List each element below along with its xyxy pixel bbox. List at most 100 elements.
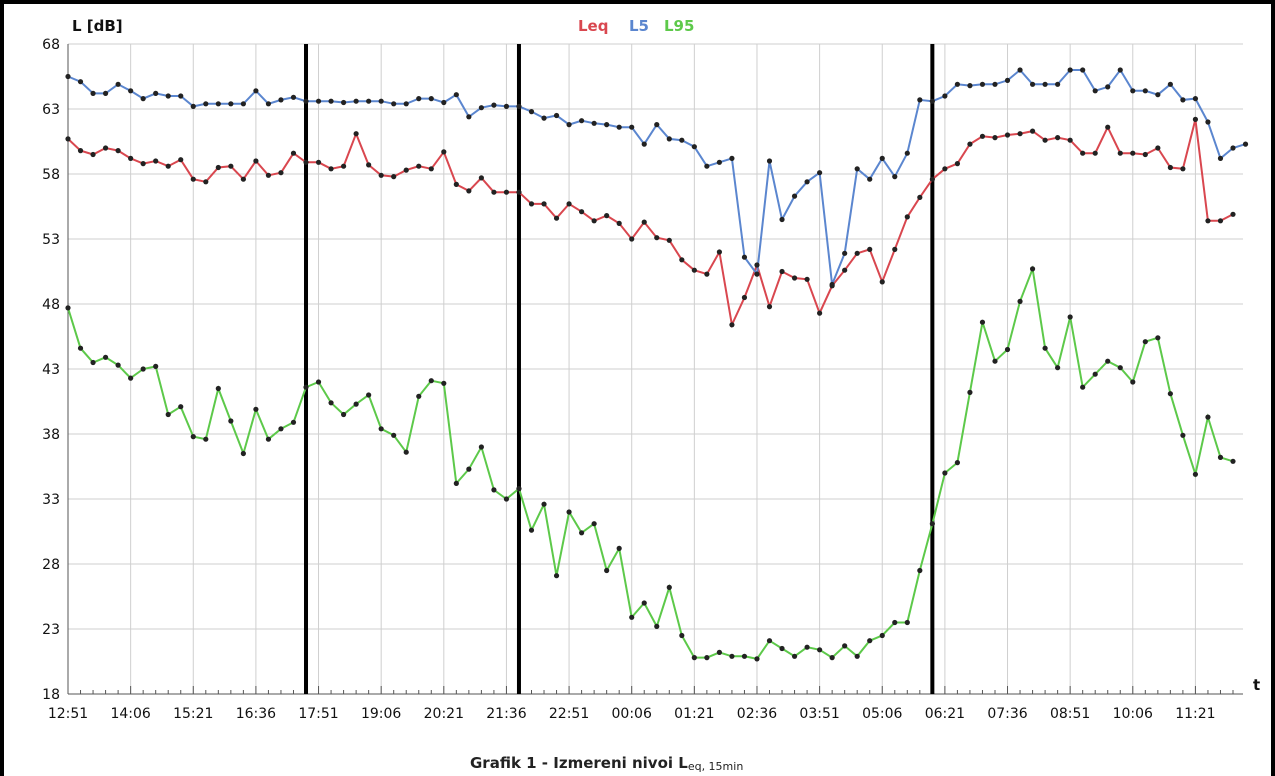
data-point-l5 <box>1118 67 1123 72</box>
data-point-leq <box>328 166 333 171</box>
data-point-leq <box>1042 138 1047 143</box>
data-point-leq <box>228 164 233 169</box>
data-point-l5 <box>341 100 346 105</box>
data-point-l5 <box>103 91 108 96</box>
data-point-l5 <box>1080 67 1085 72</box>
legend-l5: L5 <box>629 17 649 35</box>
grid <box>68 44 1243 694</box>
x-tick-label: 21:36 <box>486 706 526 722</box>
data-point-l5 <box>529 109 534 114</box>
data-point-l5 <box>253 88 258 93</box>
data-point-leq <box>516 190 521 195</box>
data-point-leq <box>779 269 784 274</box>
data-point-leq <box>1143 152 1148 157</box>
data-point-leq <box>354 131 359 136</box>
data-point-l5 <box>354 99 359 104</box>
data-point-l5 <box>241 101 246 106</box>
x-tick-label: 00:06 <box>612 706 652 722</box>
data-point-leq <box>1080 151 1085 156</box>
data-point-l5 <box>955 82 960 87</box>
data-point-l95 <box>704 655 709 660</box>
data-point-l5 <box>1055 82 1060 87</box>
data-point-l95 <box>228 418 233 423</box>
x-tick-label: 10:06 <box>1113 706 1153 722</box>
data-point-l95 <box>153 364 158 369</box>
data-point-l95 <box>855 654 860 659</box>
x-tick-label: 08:51 <box>1050 706 1090 722</box>
data-point-l95 <box>166 412 171 417</box>
data-point-l5 <box>128 88 133 93</box>
x-tick-label: 02:36 <box>737 706 777 722</box>
data-point-leq <box>1230 212 1235 217</box>
data-point-l5 <box>855 166 860 171</box>
data-point-l95 <box>754 656 759 661</box>
data-point-l95 <box>1055 365 1060 370</box>
data-point-leq <box>842 268 847 273</box>
data-point-l5 <box>917 97 922 102</box>
data-point-leq <box>679 257 684 262</box>
data-point-l95 <box>1230 459 1235 464</box>
data-point-l95 <box>955 460 960 465</box>
data-point-l95 <box>479 444 484 449</box>
data-point-leq <box>717 249 722 254</box>
data-point-l5 <box>404 101 409 106</box>
data-point-l5 <box>654 122 659 127</box>
data-point-l5 <box>792 194 797 199</box>
data-point-l5 <box>742 255 747 260</box>
data-point-l95 <box>629 615 634 620</box>
data-point-l5 <box>153 91 158 96</box>
data-point-l95 <box>930 521 935 526</box>
data-point-l95 <box>892 620 897 625</box>
data-point-leq <box>253 158 258 163</box>
data-point-l95 <box>203 437 208 442</box>
data-point-leq <box>541 201 546 206</box>
y-tick-label: 38 <box>42 427 60 443</box>
data-point-leq <box>767 304 772 309</box>
data-point-l95 <box>692 655 697 660</box>
data-point-l95 <box>241 451 246 456</box>
data-point-l95 <box>391 433 396 438</box>
data-point-l5 <box>867 177 872 182</box>
y-tick-label: 68 <box>42 37 60 53</box>
data-point-leq <box>692 268 697 273</box>
data-point-l5 <box>191 104 196 109</box>
y-tick-label: 28 <box>42 557 60 573</box>
data-point-l5 <box>1205 119 1210 124</box>
data-point-leq <box>817 311 822 316</box>
data-point-l5 <box>754 272 759 277</box>
data-point-leq <box>629 236 634 241</box>
data-point-l5 <box>391 101 396 106</box>
data-point-l5 <box>779 217 784 222</box>
data-point-l5 <box>429 96 434 101</box>
data-point-leq <box>592 218 597 223</box>
data-point-l95 <box>717 650 722 655</box>
data-point-l5 <box>65 74 70 79</box>
y-tick-label: 63 <box>42 102 60 118</box>
data-point-l5 <box>1218 156 1223 161</box>
legend: Leq L5 L95 <box>578 17 694 35</box>
data-point-l95 <box>141 366 146 371</box>
data-point-leq <box>1168 165 1173 170</box>
data-point-l95 <box>90 360 95 365</box>
data-point-leq <box>1193 117 1198 122</box>
data-point-l95 <box>128 376 133 381</box>
data-point-l95 <box>1193 472 1198 477</box>
series-line-l95 <box>68 269 1233 659</box>
data-point-l95 <box>454 481 459 486</box>
data-point-leq <box>1105 125 1110 130</box>
data-point-l95 <box>366 392 371 397</box>
axes: 182328333843485358636812:51 14:06 15:21 16:… <box>42 37 1243 722</box>
legend-leq: Leq <box>578 17 608 35</box>
data-point-l5 <box>767 158 772 163</box>
data-point-l95 <box>1168 391 1173 396</box>
data-point-l95 <box>266 437 271 442</box>
data-point-l95 <box>566 509 571 514</box>
data-point-l95 <box>291 420 296 425</box>
y-tick-label: 33 <box>42 492 60 508</box>
x-tick-label: 06:21 <box>925 706 965 722</box>
data-point-leq <box>604 213 609 218</box>
data-point-l95 <box>504 496 509 501</box>
x-tick-label: 22:51 <box>549 706 589 722</box>
data-point-l95 <box>967 390 972 395</box>
data-point-leq <box>341 164 346 169</box>
